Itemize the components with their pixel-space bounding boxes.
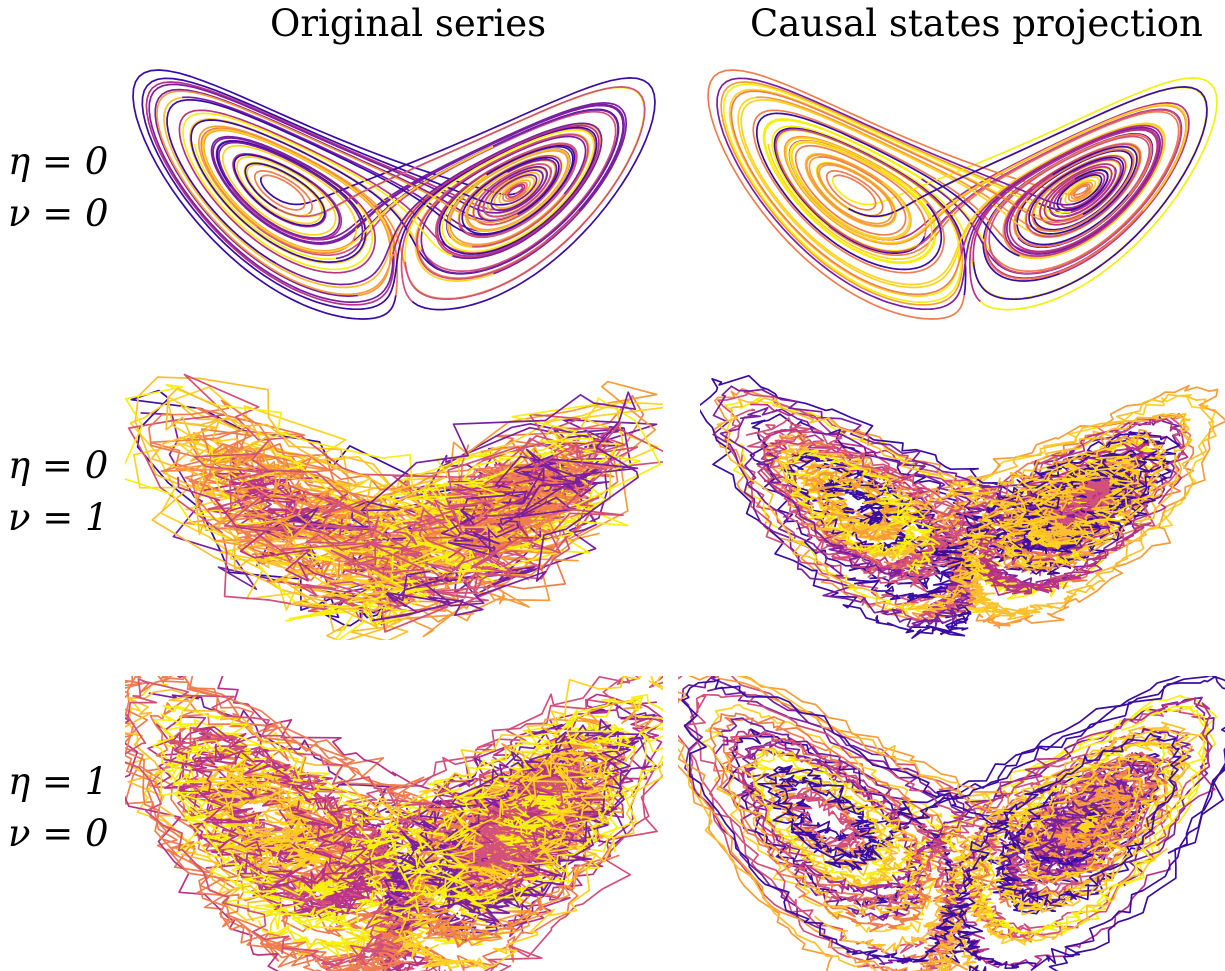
- panel-original-row3: [125, 676, 663, 971]
- row-label-1-eta: η = 0: [8, 136, 118, 188]
- row-label-1: η = 0 ν = 0: [8, 136, 118, 240]
- panel-causal-row3: [678, 676, 1225, 971]
- panel-causal-row1: [700, 62, 1225, 327]
- row-label-2: η = 0 ν = 1: [8, 440, 118, 544]
- attractor-plot-causal-row3: [678, 676, 1225, 971]
- row-label-3: η = 1 ν = 0: [8, 756, 118, 860]
- attractor-plot-original-row2: [125, 372, 663, 640]
- row-label-3-nu: ν = 0: [8, 808, 118, 860]
- row-label-2-eta: η = 0: [8, 440, 118, 492]
- column-title-causal: Causal states projection: [750, 2, 1203, 45]
- attractor-plot-original-row1: [125, 62, 663, 327]
- attractor-plot-causal-row2: [700, 372, 1225, 640]
- row-label-3-eta: η = 1: [8, 756, 118, 808]
- row-label-2-nu: ν = 1: [8, 492, 118, 544]
- panel-original-row2: [125, 372, 663, 640]
- row-label-1-nu: ν = 0: [8, 188, 118, 240]
- panel-original-row1: [125, 62, 663, 327]
- attractor-plot-original-row3: [125, 676, 663, 971]
- column-title-original: Original series: [270, 2, 546, 45]
- attractor-plot-causal-row1: [700, 62, 1225, 327]
- panel-causal-row2: [700, 372, 1225, 640]
